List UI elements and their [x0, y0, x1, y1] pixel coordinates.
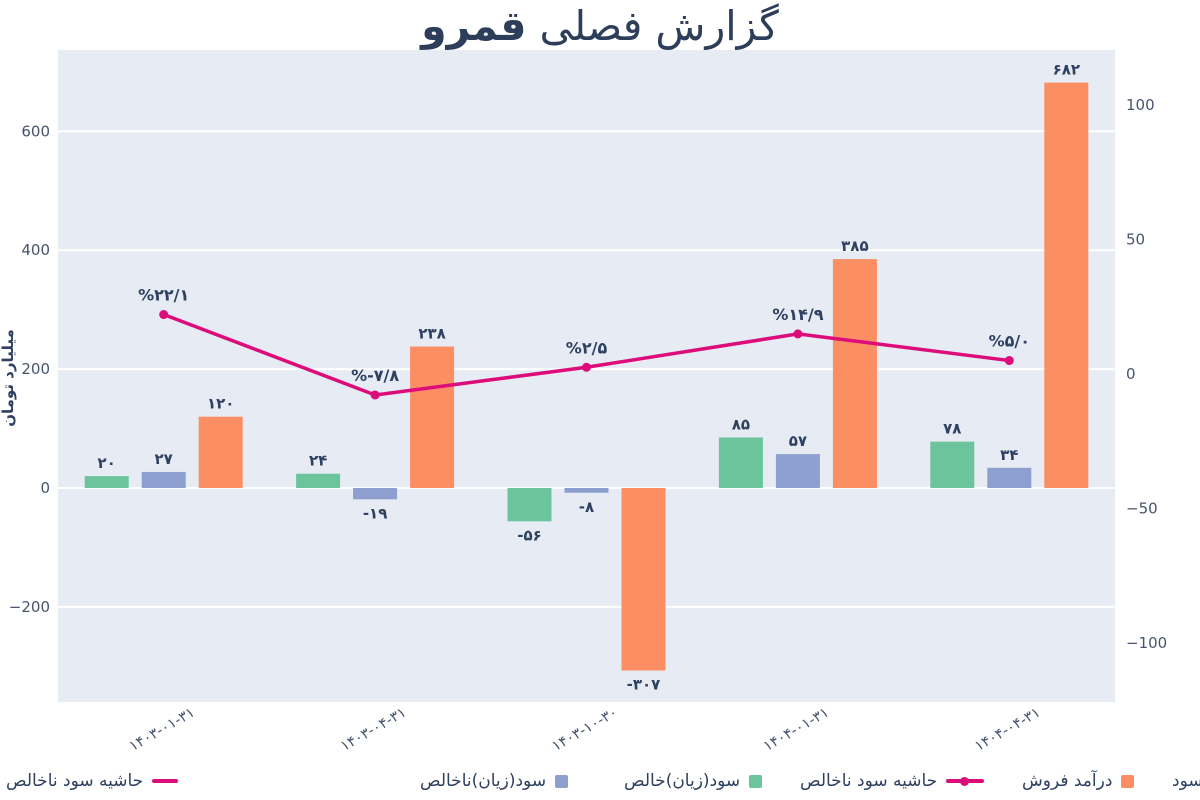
bar-net-q2: [296, 473, 341, 488]
y-tick-label: 0: [40, 479, 50, 497]
bar-value-label: ۲۰: [98, 454, 116, 472]
x-tick-label: ۱۴۰۴-۰۴-۳۱: [972, 705, 1043, 755]
bar-value-label: -۸: [579, 498, 594, 516]
bar-value-label: ۶۸۲: [1053, 61, 1080, 79]
x-tick-label: ۱۴۰۴-۰۱-۳۱: [761, 705, 832, 755]
bar-gross-q4: [775, 454, 820, 488]
bar-revenue-q1: [198, 416, 243, 488]
bar-value-label: ۲۳۸: [418, 325, 445, 343]
margin-point-q2: [370, 390, 380, 400]
legend-label: سود: [1172, 771, 1200, 791]
y-tick-label: 400: [21, 241, 50, 259]
bar-value-label: ۲۷: [155, 450, 173, 468]
margin-point-q5: [1004, 356, 1014, 366]
bar-value-label: ۷۸: [943, 420, 961, 438]
margin-point-q1: [159, 310, 169, 320]
legend-item-margin-fragment[interactable]: حاشیه سود ناخالص: [6, 765, 179, 797]
bar-value-label: ۵۷: [789, 432, 807, 450]
bar-value-label: ۳۸۵: [841, 237, 868, 255]
legend-item-gross-margin[interactable]: حاشیه سود ناخالص: [800, 765, 985, 797]
bar-revenue-q4: [832, 259, 877, 488]
bar-revenue-q2: [410, 346, 455, 488]
margin-point-q3: [582, 362, 591, 372]
legend-item-cut-fragment: سود: [1172, 765, 1200, 797]
margin-value-label: %۲/۵: [566, 338, 608, 357]
margin-value-label: %۱۴/۹: [772, 305, 823, 324]
page-title: گزارش فصلی قمرو: [0, 2, 1200, 50]
bar-gross-q5: [987, 467, 1032, 488]
legend-swatch-icon: [749, 774, 763, 788]
bar-value-label: -۳۰۷: [627, 676, 661, 694]
right-tick-label: 0: [1126, 365, 1136, 383]
margin-value-label: %۵/۰: [989, 332, 1030, 351]
bar-gross-q3: [564, 488, 609, 493]
bar-gross-q1: [141, 471, 186, 488]
bar-net-q1: [84, 476, 129, 488]
bar-net-q3: [507, 488, 552, 522]
margin-point-q4: [793, 329, 803, 339]
margin-value-label: %-۷/۸: [351, 366, 399, 385]
legend-item-gross-profit[interactable]: سود(زیان)ناخالص: [420, 765, 569, 797]
right-tick-label: 50: [1126, 231, 1145, 249]
legend-label: سود(زیان)خالص: [624, 771, 741, 791]
right-tick-label: 100: [1126, 96, 1155, 114]
legend-item-net-profit[interactable]: سود(زیان)خالص: [624, 765, 763, 797]
plot-area: [58, 50, 1115, 702]
chart-legend: حاشیه سود ناخالص سود(زیان)ناخالص سود(زیان)…: [0, 765, 1200, 797]
x-tick-label: ۱۴۰۳-۱۰-۳۰: [549, 705, 620, 755]
y-axis-title: میلیارد تومان: [0, 329, 17, 427]
margin-value-label: %۲۲/۱: [138, 286, 189, 305]
x-tick-label: ۱۴۰۳-۰۱-۳۱: [127, 705, 198, 755]
bar-revenue-q3: [621, 488, 666, 671]
legend-item-revenue[interactable]: درآمد فروش: [1022, 765, 1135, 797]
bar-value-label: ۲۴: [309, 452, 327, 470]
legend-line-marker-icon: [152, 779, 179, 783]
legend-line-marker-icon: [946, 776, 985, 786]
legend-label: حاشیه سود ناخالص: [800, 771, 938, 791]
bar-value-label: -۵۶: [517, 526, 542, 544]
bar-value-label: ۳۴: [1000, 446, 1018, 464]
y-tick-label: 600: [21, 122, 50, 140]
legend-swatch-icon: [1121, 774, 1135, 788]
title-prefix: گزارش فصلی: [539, 2, 779, 50]
legend-swatch-icon: [555, 774, 569, 788]
bar-value-label: ۸۵: [732, 415, 750, 433]
x-tick-label: ۱۴۰۳-۰۴-۳۱: [338, 705, 409, 755]
legend-label: حاشیه سود ناخالص: [6, 771, 144, 791]
bar-revenue-q5: [1044, 82, 1089, 489]
bar-value-label: ۱۲۰: [207, 395, 234, 413]
legend-label: سود(زیان)ناخالص: [420, 771, 547, 791]
right-tick-label: −50: [1126, 500, 1158, 518]
bar-net-q4: [718, 437, 763, 488]
y-tick-label: −200: [9, 598, 50, 616]
legend-label: درآمد فروش: [1022, 771, 1113, 791]
bar-value-label: -۱۹: [363, 504, 388, 522]
bar-net-q5: [930, 441, 975, 488]
right-tick-label: −100: [1126, 634, 1167, 652]
title-company-name: قمرو: [421, 2, 527, 50]
bar-gross-q2: [353, 488, 398, 500]
y-tick-label: 200: [21, 360, 50, 378]
